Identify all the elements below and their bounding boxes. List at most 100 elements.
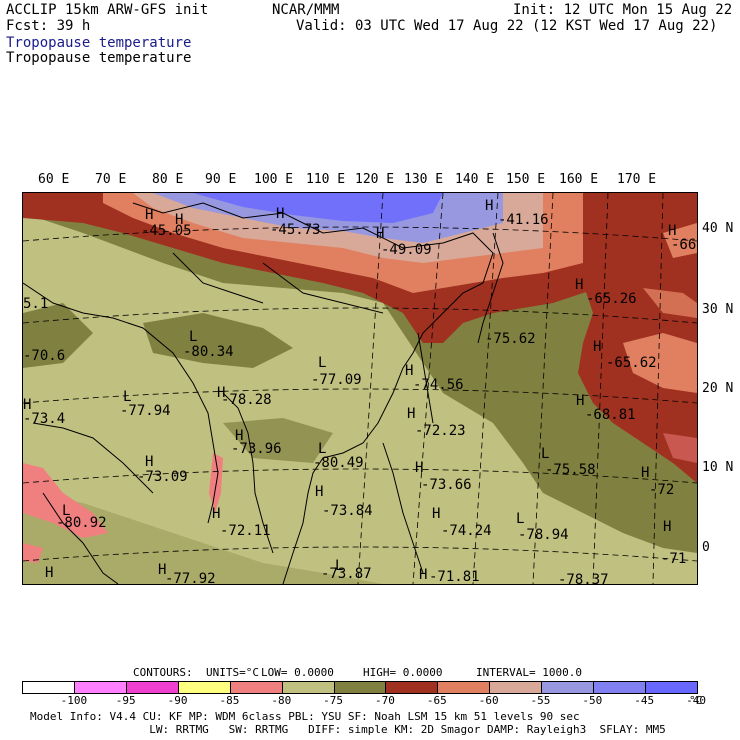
extremum-label: H xyxy=(235,428,244,444)
lon-label: 170 E xyxy=(617,172,657,187)
colorbar-swatch xyxy=(74,682,127,693)
lat-label: 0 xyxy=(702,540,710,555)
colorbar-tick-label: -40 xyxy=(686,694,706,707)
extremum-label: H xyxy=(575,277,584,293)
extremum-label: L xyxy=(123,389,132,405)
extremum-label: 5.1 xyxy=(23,296,49,312)
model-title: ACCLIP 15km ARW-GFS init xyxy=(6,2,209,18)
extremum-label: H xyxy=(23,397,32,413)
extremum-label: H xyxy=(315,484,324,500)
extremum-label: -71.81 xyxy=(429,569,480,585)
colorbar-tick-label: -55 xyxy=(530,694,551,707)
extremum-label: L xyxy=(318,441,327,457)
lon-label: 110 E xyxy=(306,172,346,187)
model-info-line2: LW: RRTMG SW: RRTMG DIFF: simple KM: 2D … xyxy=(30,723,666,736)
lon-label: 80 E xyxy=(152,172,184,187)
lon-label: 130 E xyxy=(404,172,444,187)
colorbar-swatch xyxy=(646,682,697,693)
contours-interval: INTERVAL= 1000.0 xyxy=(476,666,582,679)
lat-label: 20 N xyxy=(702,381,734,396)
extremum-label: -80.34 xyxy=(183,344,234,360)
colorbar-tick-label: -90 xyxy=(167,694,188,707)
extremum-label: -73.84 xyxy=(322,503,373,519)
colorbar-swatch xyxy=(178,682,231,693)
extremum-label: -45.73 xyxy=(270,222,321,238)
extremum-label: L xyxy=(318,355,327,371)
extremum-label: -72 xyxy=(649,482,675,498)
field-title-contour: Tropopause temperature xyxy=(6,50,192,66)
extremum-label: L xyxy=(541,446,550,462)
colorbar-tick-label: -65 xyxy=(426,694,447,707)
lon-label: 140 E xyxy=(455,172,495,187)
lon-label: 60 E xyxy=(38,172,70,187)
lat-label: 40 N xyxy=(702,221,734,236)
institution-label: NCAR/MMM xyxy=(272,2,340,18)
extremum-label: -80.49 xyxy=(313,455,364,471)
lon-label: 90 E xyxy=(205,172,237,187)
colorbar-tick-label: -60 xyxy=(478,694,499,707)
colorbar xyxy=(22,681,698,694)
extremum-label: -73.66 xyxy=(421,477,472,493)
model-info-line1: Model Info: V4.4 CU: KF MP: WDM 6class P… xyxy=(30,710,580,723)
lon-label: 150 E xyxy=(506,172,546,187)
extremum-label: -77.94 xyxy=(120,403,171,419)
contours-high: HIGH= 0.0000 xyxy=(363,666,443,679)
extremum-label: H xyxy=(45,565,54,581)
extremum-label: H xyxy=(485,198,494,214)
extremum-label: H xyxy=(145,207,154,223)
colorbar-swatch xyxy=(282,682,335,693)
extremum-label: -73.4 xyxy=(23,411,66,427)
colorbar-swatch xyxy=(542,682,595,693)
init-time: Init: 12 UTC Mon 15 Aug 22 xyxy=(513,2,733,18)
field-title-shaded: Tropopause temperature xyxy=(6,35,192,51)
colorbar-tick-label: -80 xyxy=(271,694,292,707)
extremum-label: -49.09 xyxy=(381,242,432,258)
extremum-label: L xyxy=(516,511,525,527)
extremum-label: -73.09 xyxy=(137,469,188,485)
lon-label: 160 E xyxy=(559,172,599,187)
extremum-label: H xyxy=(419,567,428,583)
extremum-label: H xyxy=(212,506,221,522)
lat-label: 10 N xyxy=(702,460,734,475)
colorbar-tick-label: -70 xyxy=(375,694,395,707)
extremum-label: L xyxy=(335,558,344,574)
lat-label: 30 N xyxy=(702,302,734,317)
contours-label: CONTOURS: xyxy=(133,666,193,679)
extremum-label: -45.05 xyxy=(141,223,192,239)
extremum-label: -65.26 xyxy=(586,291,637,307)
contours-units: UNITS=°C xyxy=(206,666,259,679)
extremum-label: -75.62 xyxy=(485,331,536,347)
extremum-label: -71 xyxy=(661,551,687,567)
map-field-svg xyxy=(23,193,697,584)
extremum-label: -80.92 xyxy=(56,515,107,531)
lon-label: 120 E xyxy=(355,172,395,187)
colorbar-swatch xyxy=(386,682,439,693)
colorbar-swatch xyxy=(23,682,75,693)
colorbar-swatch xyxy=(334,682,387,693)
extremum-label: -72.11 xyxy=(220,523,271,539)
lon-label: 70 E xyxy=(95,172,127,187)
extremum-label: H xyxy=(593,339,602,355)
colorbar-swatch xyxy=(438,682,491,693)
extremum-label: H xyxy=(158,562,167,578)
extremum-label: H xyxy=(405,363,414,379)
colorbar-tick-label: -85 xyxy=(219,694,240,707)
valid-time: Valid: 03 UTC Wed 17 Aug 22 (12 KST Wed … xyxy=(296,18,718,34)
extremum-label: -75.58 xyxy=(545,462,596,478)
colorbar-swatch xyxy=(490,682,543,693)
colorbar-tick-label: °C xyxy=(689,694,703,707)
extremum-label: H xyxy=(376,226,385,242)
extremum-label: H xyxy=(663,519,672,535)
extremum-label: -78.37 xyxy=(558,572,609,585)
extremum-label: H xyxy=(415,460,424,476)
extremum-label: -66 xyxy=(671,237,697,253)
extremum-label: H xyxy=(668,223,677,239)
extremum-label: -78.94 xyxy=(518,527,569,543)
extremum-label: -72.23 xyxy=(415,423,466,439)
extremum-label: H xyxy=(217,385,226,401)
extremum-label: L xyxy=(189,329,198,345)
extremum-label: -74.56 xyxy=(413,377,464,393)
tropopause-temperature-map: H -45.05 H -45.73 H -49.09 H -41.16 H -66 H -65.26 H… xyxy=(22,192,698,585)
colorbar-tick-label: -75 xyxy=(323,694,344,707)
extremum-label: -77.92 xyxy=(165,571,216,585)
